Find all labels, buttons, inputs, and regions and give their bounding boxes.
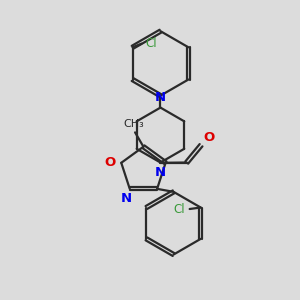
Text: O: O	[203, 131, 215, 144]
Text: N: N	[155, 166, 166, 179]
Text: Cl: Cl	[145, 37, 157, 50]
Text: N: N	[155, 91, 166, 104]
Text: O: O	[105, 156, 116, 169]
Text: CH₃: CH₃	[123, 119, 144, 129]
Text: N: N	[121, 192, 132, 205]
Text: Cl: Cl	[173, 202, 185, 215]
